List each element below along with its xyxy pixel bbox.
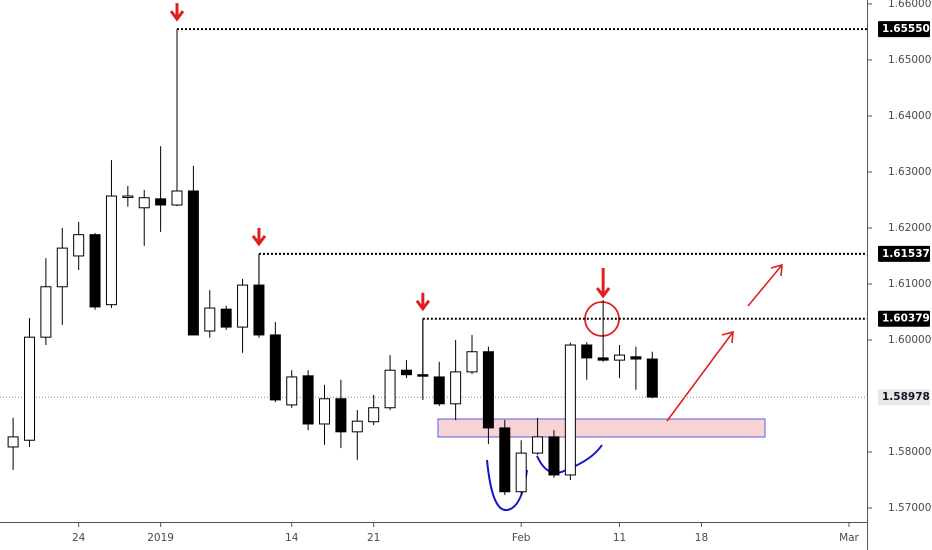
candle-body: [548, 436, 560, 476]
candle-body: [351, 420, 363, 433]
x-tick-label: 11: [613, 532, 626, 544]
x-tick-label: Feb: [512, 532, 531, 544]
y-tick-label: 1.57000: [888, 502, 931, 514]
candle-body: [237, 284, 249, 328]
candle-body: [40, 286, 52, 338]
candle-body: [204, 307, 216, 332]
candle-body: [450, 371, 462, 405]
x-tick-label: 21: [367, 532, 380, 544]
projection-arrow: [666, 330, 734, 422]
candle-body: [105, 195, 117, 306]
candle-body: [56, 247, 68, 288]
candle-body: [269, 334, 281, 401]
x-tick-label: 24: [72, 532, 86, 544]
y-tick-label: 1.65000: [888, 54, 931, 66]
candle-body: [614, 354, 626, 361]
x-tick-label: 14: [285, 532, 299, 544]
x-tick-label: 18: [695, 532, 708, 544]
candle-body: [581, 344, 593, 359]
candle-body: [466, 351, 478, 373]
signal-arrow: [415, 292, 431, 312]
level-badge: [878, 21, 930, 38]
candle-body: [253, 284, 265, 336]
candle-body: [400, 369, 412, 376]
level-label: 1.60379: [882, 313, 930, 325]
y-tick-label: 1.62000: [888, 222, 931, 234]
y-tick-label: 1.60000: [888, 334, 931, 346]
candle-body: [302, 375, 314, 425]
level-label: 1.61537: [882, 248, 930, 260]
candle-body: [89, 234, 101, 308]
y-tick-label: 1.58000: [888, 446, 931, 458]
candle-body: [384, 369, 396, 409]
last-price-label: 1.58978: [882, 391, 930, 403]
signal-arrow: [169, 3, 185, 22]
level-badge: [878, 310, 930, 327]
support-zone: [437, 418, 766, 438]
projection-arrow: [747, 263, 783, 307]
candle-body: [630, 356, 642, 360]
candle-body: [335, 398, 347, 433]
candle-body: [319, 398, 331, 425]
candle-body: [286, 376, 298, 406]
candle-body: [515, 452, 527, 493]
x-tick-label: Mar: [839, 532, 859, 544]
candle-body: [433, 376, 445, 405]
y-tick-label: 1.61000: [888, 278, 931, 290]
candle-body: [155, 198, 167, 206]
signal-arrow: [595, 268, 611, 299]
candle-body: [499, 427, 511, 493]
candle-body: [7, 436, 19, 448]
candle-body: [564, 344, 576, 476]
signal-arrow: [251, 227, 267, 247]
candle-body: [646, 358, 658, 398]
candle-body: [482, 351, 494, 429]
x-tick-label: 2019: [147, 532, 174, 544]
candle-body: [24, 336, 36, 441]
candle-body: [73, 234, 85, 257]
candle-body: [187, 190, 199, 336]
candle-body: [220, 308, 232, 328]
candle-body: [368, 407, 380, 423]
y-tick-label: 1.64000: [888, 110, 931, 122]
candle-body: [171, 190, 183, 206]
candle-body: [122, 195, 134, 199]
candle-body: [417, 374, 429, 377]
last-price-badge: [878, 389, 930, 406]
candle-body: [532, 436, 544, 454]
y-tick-label: 1.66000: [888, 0, 931, 10]
y-tick-label: 1.63000: [888, 166, 931, 178]
level-badge: [878, 245, 930, 262]
candle-body: [597, 357, 609, 361]
candle-body: [138, 197, 150, 209]
level-label: 1.65550: [882, 23, 930, 35]
